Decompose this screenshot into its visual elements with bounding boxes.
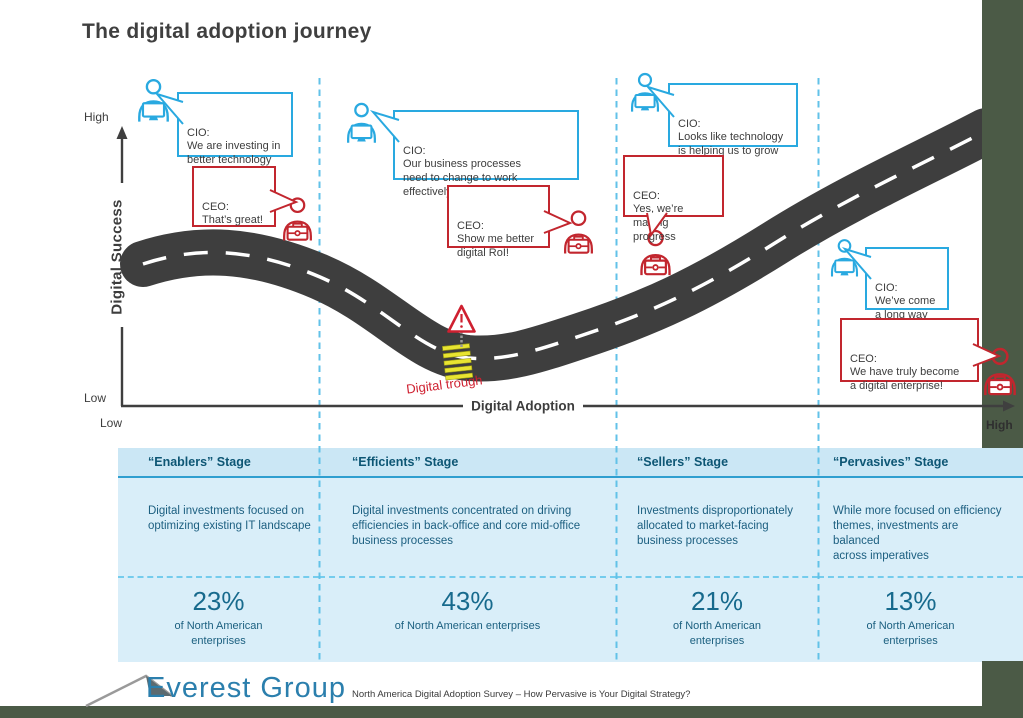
ceo-speech-bubble-stage3: CEO: Yes, we’re making progress <box>623 155 724 243</box>
y-axis-title: Digital Success <box>108 199 126 315</box>
stage-percent: 21% <box>690 586 744 616</box>
everest-group-logo: Everest Group <box>146 672 346 704</box>
stage-summary-table: “Enablers” Stage “Efficients” Stage “Sel… <box>118 448 1023 662</box>
digital-trough-label: Digital trough <box>405 372 484 397</box>
ceo-speech-bubble-stage1: CEO: That’s great! <box>192 166 299 227</box>
stage-percent: 13% <box>884 586 937 616</box>
x-axis-low-label: Low <box>100 416 123 430</box>
speech-pointer <box>972 343 1002 367</box>
speech-pointer <box>646 212 668 238</box>
stage-stat: 13% of North American enterprises <box>818 578 1023 662</box>
y-axis-low-label: Low <box>84 391 107 405</box>
stage-description: While more focused on efficiency themes,… <box>818 478 1023 578</box>
x-axis-arrowhead <box>1003 400 1015 412</box>
cio-quote: CIO: Looks like technology is helping us… <box>678 117 784 158</box>
stage-percent-caption: of North American enterprises <box>672 620 762 647</box>
ceo-speech-bubble-stage4: CEO: We have truly become a digital ente… <box>840 318 1002 392</box>
stage-description: Investments disproportionately allocated… <box>616 478 818 578</box>
cio-quote: CIO: We’ve come a long way <box>875 281 936 322</box>
speech-pointer <box>841 247 872 280</box>
source-caption: North America Digital Adoption Survey – … <box>352 689 691 700</box>
speech-pointer <box>269 189 299 213</box>
ceo-quote: CEO: That’s great! <box>202 200 263 227</box>
stage-stat: 23% of North American enterprises <box>118 578 319 662</box>
cio-speech-bubble-stage1: CIO: We are investing in better technolo… <box>153 92 293 166</box>
warning-triangle-icon <box>447 304 476 347</box>
speech-pointer <box>153 92 184 125</box>
stage-percent: 23% <box>192 586 245 616</box>
stage-percent-caption: of North American enterprises <box>174 620 263 647</box>
speech-pointer <box>543 210 573 234</box>
mountain-peak-icon <box>85 674 173 708</box>
cio-speech-bubble-stage4: CIO: We’ve come a long way <box>841 247 949 321</box>
speech-pointer <box>369 110 400 143</box>
stage-percent-caption: of North American enterprises <box>866 620 955 647</box>
stage-percent: 43% <box>441 586 494 616</box>
stage-description: Digital investments focused on optimizin… <box>118 478 319 578</box>
speech-pointer <box>644 85 675 118</box>
stage-percent-caption: of North American enterprises <box>394 620 541 632</box>
x-axis-title: Digital Adoption <box>471 398 575 414</box>
stage-stat: 21% of North American enterprises <box>616 578 818 662</box>
stage-header-efficients: “Efficients” Stage <box>319 448 616 478</box>
stage-description: Digital investments concentrated on driv… <box>319 478 616 578</box>
cio-quote: CIO: We are investing in better technolo… <box>187 126 281 167</box>
y-axis-arrowhead <box>116 126 128 139</box>
stage-header-sellers: “Sellers” Stage <box>616 448 818 478</box>
y-axis-high-label: High <box>84 110 109 124</box>
page-title: The digital adoption journey <box>82 20 372 43</box>
ceo-quote: CEO: We have truly become a digital ente… <box>850 352 960 393</box>
cio-speech-bubble-stage2: CIO: Our business processes need to chan… <box>369 110 579 198</box>
stage-header-pervasives: “Pervasives” Stage <box>818 448 1023 478</box>
ceo-quote: CEO: Show me better digital RoI! <box>457 219 535 260</box>
stage-header-enablers: “Enablers” Stage <box>118 448 319 478</box>
cio-speech-bubble-stage3: CIO: Looks like technology is helping us… <box>644 83 798 157</box>
stage-stat: 43% of North American enterprises <box>319 578 616 662</box>
x-axis-high-label: High <box>986 418 1013 432</box>
ceo-speech-bubble-stage2: CEO: Show me better digital RoI! <box>447 185 573 259</box>
